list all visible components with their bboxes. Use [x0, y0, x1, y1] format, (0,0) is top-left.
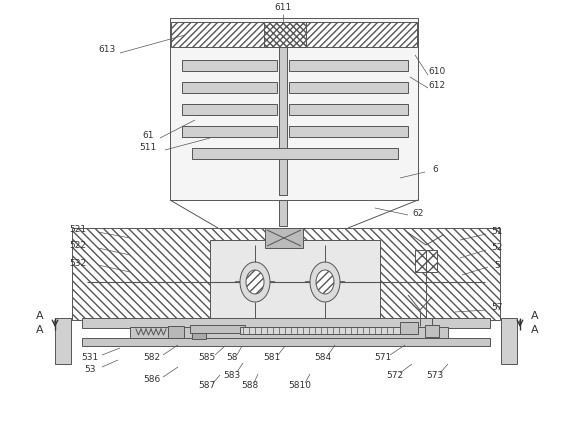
Text: 52: 52 — [491, 243, 503, 253]
Text: 571: 571 — [374, 354, 392, 362]
Text: 511: 511 — [139, 144, 157, 152]
Text: 61: 61 — [142, 131, 154, 139]
Text: 613: 613 — [98, 46, 115, 55]
Text: 522: 522 — [70, 241, 87, 250]
Text: 53: 53 — [84, 365, 96, 375]
Text: A: A — [36, 325, 44, 335]
Text: 587: 587 — [198, 381, 216, 391]
Bar — [501, 318, 517, 364]
Ellipse shape — [316, 270, 334, 294]
Text: 610: 610 — [428, 68, 445, 76]
Ellipse shape — [310, 262, 340, 302]
Text: 5810: 5810 — [289, 381, 311, 391]
Bar — [400, 322, 418, 334]
Text: 62: 62 — [412, 208, 424, 217]
Text: 612: 612 — [428, 80, 445, 89]
Bar — [264, 22, 306, 47]
Text: 572: 572 — [387, 372, 404, 381]
Bar — [425, 325, 439, 337]
Bar — [289, 60, 408, 71]
Text: A: A — [36, 311, 44, 321]
Text: 585: 585 — [198, 354, 216, 362]
Bar — [182, 104, 277, 115]
Bar — [130, 327, 448, 338]
Bar — [82, 338, 490, 346]
Bar — [182, 82, 277, 93]
Bar — [289, 104, 408, 115]
Bar — [279, 47, 287, 195]
Bar — [168, 326, 184, 338]
Bar — [55, 318, 71, 364]
Ellipse shape — [240, 262, 270, 302]
Text: 582: 582 — [143, 354, 161, 362]
Text: 586: 586 — [143, 375, 161, 385]
Bar — [82, 318, 490, 328]
Bar — [190, 325, 245, 333]
Text: 5: 5 — [494, 260, 500, 270]
Text: 57: 57 — [491, 303, 503, 312]
Bar — [210, 240, 380, 318]
Text: 588: 588 — [241, 381, 259, 391]
Bar — [192, 333, 206, 339]
Bar — [279, 200, 287, 226]
Text: 58: 58 — [226, 354, 238, 362]
Ellipse shape — [246, 270, 264, 294]
Text: 573: 573 — [426, 372, 444, 381]
Text: 51: 51 — [491, 227, 503, 237]
Text: A: A — [531, 325, 539, 335]
Text: 583: 583 — [224, 371, 241, 379]
Bar — [171, 22, 417, 47]
Bar — [289, 82, 408, 93]
Bar — [265, 228, 303, 248]
Text: 584: 584 — [315, 354, 332, 362]
Text: 521: 521 — [70, 226, 87, 234]
Bar — [289, 126, 408, 137]
Text: A: A — [531, 311, 539, 321]
Bar — [170, 18, 418, 200]
Bar — [182, 126, 277, 137]
Bar — [72, 228, 500, 320]
Text: 581: 581 — [263, 354, 281, 362]
Bar — [415, 250, 437, 272]
Bar — [240, 327, 400, 334]
Text: 531: 531 — [82, 354, 98, 362]
Text: 6: 6 — [432, 165, 438, 174]
Text: 611: 611 — [275, 3, 291, 13]
Bar — [192, 148, 398, 159]
Text: 532: 532 — [70, 259, 87, 267]
Bar — [182, 60, 277, 71]
